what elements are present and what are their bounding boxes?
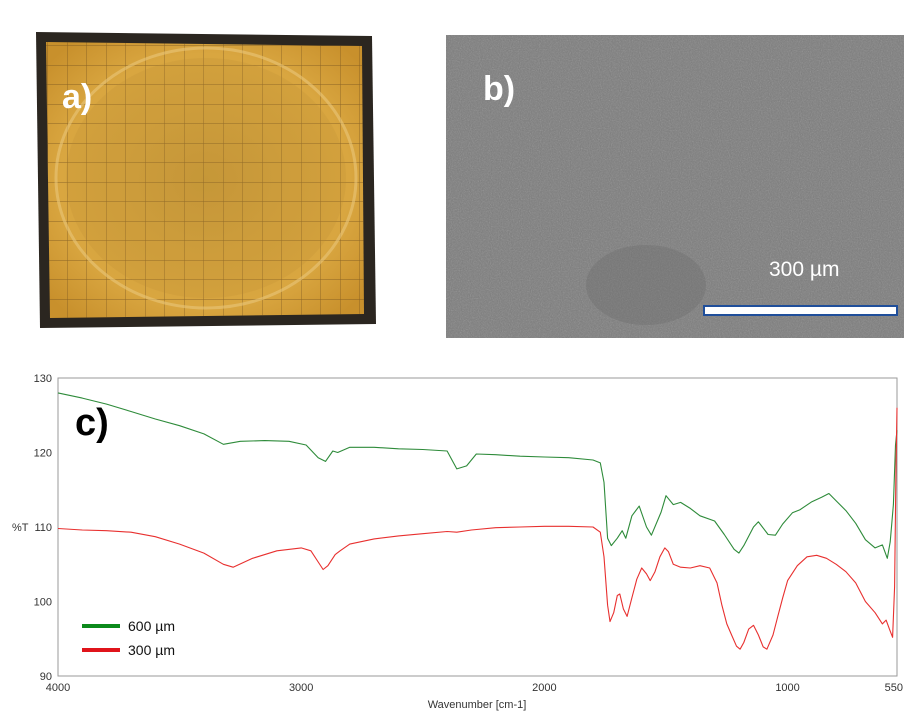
x-tick-label: 3000 (289, 682, 313, 694)
y-tick-label: 90 (40, 671, 52, 683)
panel-b-label: b) (483, 70, 516, 108)
sem-image-drawing (446, 35, 904, 338)
legend-label-300um: 300 µm (128, 642, 175, 658)
y-axis-title: %T (12, 522, 29, 534)
film-photo (28, 26, 380, 332)
x-tick-label: 1000 (775, 682, 799, 694)
scale-bar (703, 305, 898, 316)
series-line-600um (57, 392, 898, 559)
legend: 600 µm 300 µm (82, 618, 175, 658)
film-photo-drawing (36, 32, 376, 328)
y-axis: 90 100 110 120 130 (34, 373, 52, 683)
y-tick-label: 130 (34, 373, 52, 385)
legend-swatch-600um (82, 624, 120, 628)
panel-c-label: c) (75, 402, 109, 444)
x-axis-title: Wavenumber [cm-1] (428, 699, 527, 711)
y-tick-label: 110 (34, 522, 52, 534)
plot-frame (57, 377, 898, 677)
series-layer (57, 392, 898, 650)
y-tick-label: 100 (34, 597, 52, 609)
legend-swatch-300um (82, 648, 120, 652)
y-tick-label: 120 (34, 448, 52, 460)
x-axis: 4000 3000 2000 1000 550 (46, 682, 903, 694)
series-line-300um (57, 407, 898, 650)
x-tick-label: 550 (885, 682, 903, 694)
x-tick-label: 2000 (532, 682, 556, 694)
legend-label-600um: 600 µm (128, 618, 175, 634)
scale-bar-label: 300 µm (769, 258, 840, 281)
ftir-chart: 90 100 110 120 130 4000 3000 2000 1000 550 %T Wa… (12, 373, 903, 711)
sem-image (446, 35, 904, 338)
panel-a-label: a) (62, 78, 93, 116)
x-tick-label: 4000 (46, 682, 70, 694)
